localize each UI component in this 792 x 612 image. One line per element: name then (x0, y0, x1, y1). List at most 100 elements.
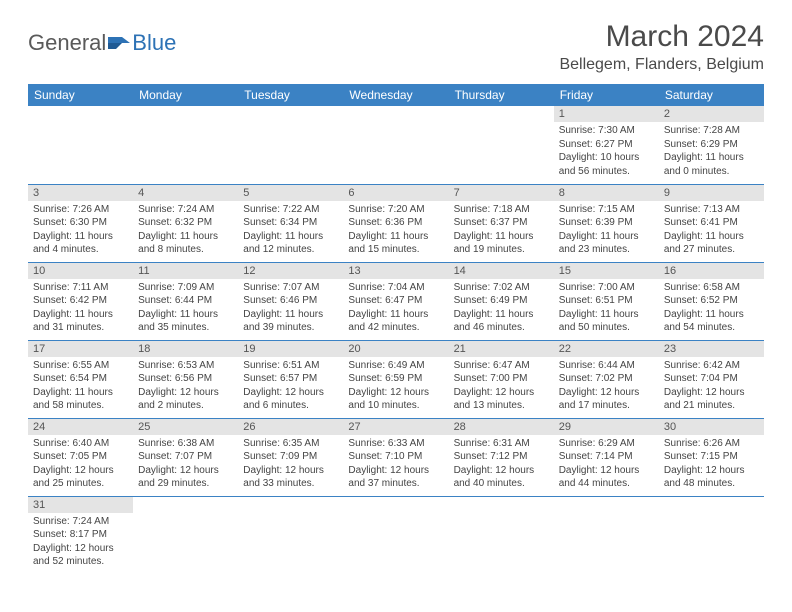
day-number: 20 (343, 341, 448, 357)
day-number: 23 (659, 341, 764, 357)
calendar-cell (659, 496, 764, 574)
day-number: 7 (449, 185, 554, 201)
weekday-wednesday: Wednesday (343, 84, 448, 106)
day-details: Sunrise: 6:38 AMSunset: 7:07 PMDaylight:… (133, 435, 238, 495)
calendar-cell (343, 496, 448, 574)
day-number: 27 (343, 419, 448, 435)
day-details: Sunrise: 6:35 AMSunset: 7:09 PMDaylight:… (238, 435, 343, 495)
day-details: Sunrise: 7:00 AMSunset: 6:51 PMDaylight:… (554, 279, 659, 339)
calendar-cell: 18Sunrise: 6:53 AMSunset: 6:56 PMDayligh… (133, 340, 238, 418)
day-number: 16 (659, 263, 764, 279)
calendar-cell: 26Sunrise: 6:35 AMSunset: 7:09 PMDayligh… (238, 418, 343, 496)
calendar-cell: 10Sunrise: 7:11 AMSunset: 6:42 PMDayligh… (28, 262, 133, 340)
day-details: Sunrise: 7:02 AMSunset: 6:49 PMDaylight:… (449, 279, 554, 339)
calendar-cell: 7Sunrise: 7:18 AMSunset: 6:37 PMDaylight… (449, 184, 554, 262)
weekday-saturday: Saturday (659, 84, 764, 106)
day-number: 30 (659, 419, 764, 435)
weekday-thursday: Thursday (449, 84, 554, 106)
day-number: 25 (133, 419, 238, 435)
day-number: 10 (28, 263, 133, 279)
day-number: 13 (343, 263, 448, 279)
calendar-cell: 15Sunrise: 7:00 AMSunset: 6:51 PMDayligh… (554, 262, 659, 340)
calendar-row: 17Sunrise: 6:55 AMSunset: 6:54 PMDayligh… (28, 340, 764, 418)
calendar-cell (449, 106, 554, 184)
day-details: Sunrise: 7:18 AMSunset: 6:37 PMDaylight:… (449, 201, 554, 261)
calendar-cell: 19Sunrise: 6:51 AMSunset: 6:57 PMDayligh… (238, 340, 343, 418)
day-number: 6 (343, 185, 448, 201)
logo: General Blue (28, 20, 176, 56)
day-number: 14 (449, 263, 554, 279)
day-details: Sunrise: 7:09 AMSunset: 6:44 PMDaylight:… (133, 279, 238, 339)
day-number: 19 (238, 341, 343, 357)
day-details: Sunrise: 7:15 AMSunset: 6:39 PMDaylight:… (554, 201, 659, 261)
location-label: Bellegem, Flanders, Belgium (559, 56, 764, 74)
day-number: 29 (554, 419, 659, 435)
calendar-cell (238, 496, 343, 574)
calendar-cell (133, 106, 238, 184)
day-details: Sunrise: 7:24 AMSunset: 8:17 PMDaylight:… (28, 513, 133, 573)
title-block: March 2024 Bellegem, Flanders, Belgium (559, 20, 764, 74)
calendar-cell (133, 496, 238, 574)
calendar-cell: 25Sunrise: 6:38 AMSunset: 7:07 PMDayligh… (133, 418, 238, 496)
calendar-row: 3Sunrise: 7:26 AMSunset: 6:30 PMDaylight… (28, 184, 764, 262)
header: General Blue March 2024 Bellegem, Flande… (28, 20, 764, 74)
day-details: Sunrise: 7:20 AMSunset: 6:36 PMDaylight:… (343, 201, 448, 261)
calendar-cell (28, 106, 133, 184)
day-number: 11 (133, 263, 238, 279)
logo-flag-icon (108, 35, 130, 51)
day-details: Sunrise: 7:13 AMSunset: 6:41 PMDaylight:… (659, 201, 764, 261)
day-number: 31 (28, 497, 133, 513)
weekday-monday: Monday (133, 84, 238, 106)
calendar-cell: 11Sunrise: 7:09 AMSunset: 6:44 PMDayligh… (133, 262, 238, 340)
logo-text-general: General (28, 30, 106, 56)
calendar-cell: 16Sunrise: 6:58 AMSunset: 6:52 PMDayligh… (659, 262, 764, 340)
day-details: Sunrise: 6:42 AMSunset: 7:04 PMDaylight:… (659, 357, 764, 417)
day-number: 12 (238, 263, 343, 279)
calendar-cell: 17Sunrise: 6:55 AMSunset: 6:54 PMDayligh… (28, 340, 133, 418)
calendar-cell: 2Sunrise: 7:28 AMSunset: 6:29 PMDaylight… (659, 106, 764, 184)
calendar-table: Sunday Monday Tuesday Wednesday Thursday… (28, 84, 764, 574)
day-number: 8 (554, 185, 659, 201)
calendar-cell: 27Sunrise: 6:33 AMSunset: 7:10 PMDayligh… (343, 418, 448, 496)
day-number: 15 (554, 263, 659, 279)
calendar-cell: 13Sunrise: 7:04 AMSunset: 6:47 PMDayligh… (343, 262, 448, 340)
day-number: 26 (238, 419, 343, 435)
calendar-cell: 14Sunrise: 7:02 AMSunset: 6:49 PMDayligh… (449, 262, 554, 340)
month-title: March 2024 (559, 20, 764, 54)
day-details: Sunrise: 7:30 AMSunset: 6:27 PMDaylight:… (554, 122, 659, 182)
weekday-header-row: Sunday Monday Tuesday Wednesday Thursday… (28, 84, 764, 106)
day-number: 1 (554, 106, 659, 122)
calendar-cell: 24Sunrise: 6:40 AMSunset: 7:05 PMDayligh… (28, 418, 133, 496)
calendar-cell: 30Sunrise: 6:26 AMSunset: 7:15 PMDayligh… (659, 418, 764, 496)
day-details: Sunrise: 6:55 AMSunset: 6:54 PMDaylight:… (28, 357, 133, 417)
logo-text-blue: Blue (132, 30, 176, 56)
calendar-row: 24Sunrise: 6:40 AMSunset: 7:05 PMDayligh… (28, 418, 764, 496)
day-details: Sunrise: 6:26 AMSunset: 7:15 PMDaylight:… (659, 435, 764, 495)
day-number: 5 (238, 185, 343, 201)
calendar-cell (343, 106, 448, 184)
calendar-cell: 31Sunrise: 7:24 AMSunset: 8:17 PMDayligh… (28, 496, 133, 574)
calendar-cell: 6Sunrise: 7:20 AMSunset: 6:36 PMDaylight… (343, 184, 448, 262)
day-details: Sunrise: 6:53 AMSunset: 6:56 PMDaylight:… (133, 357, 238, 417)
day-details: Sunrise: 6:31 AMSunset: 7:12 PMDaylight:… (449, 435, 554, 495)
calendar-cell: 3Sunrise: 7:26 AMSunset: 6:30 PMDaylight… (28, 184, 133, 262)
day-number: 9 (659, 185, 764, 201)
day-details: Sunrise: 6:47 AMSunset: 7:00 PMDaylight:… (449, 357, 554, 417)
day-number: 3 (28, 185, 133, 201)
day-details: Sunrise: 6:29 AMSunset: 7:14 PMDaylight:… (554, 435, 659, 495)
calendar-cell: 22Sunrise: 6:44 AMSunset: 7:02 PMDayligh… (554, 340, 659, 418)
day-details: Sunrise: 7:22 AMSunset: 6:34 PMDaylight:… (238, 201, 343, 261)
calendar-cell: 20Sunrise: 6:49 AMSunset: 6:59 PMDayligh… (343, 340, 448, 418)
weekday-friday: Friday (554, 84, 659, 106)
day-details: Sunrise: 7:11 AMSunset: 6:42 PMDaylight:… (28, 279, 133, 339)
day-details: Sunrise: 6:58 AMSunset: 6:52 PMDaylight:… (659, 279, 764, 339)
calendar-cell: 23Sunrise: 6:42 AMSunset: 7:04 PMDayligh… (659, 340, 764, 418)
calendar-cell (554, 496, 659, 574)
weekday-tuesday: Tuesday (238, 84, 343, 106)
calendar-cell: 8Sunrise: 7:15 AMSunset: 6:39 PMDaylight… (554, 184, 659, 262)
day-details: Sunrise: 7:28 AMSunset: 6:29 PMDaylight:… (659, 122, 764, 182)
calendar-row: 1Sunrise: 7:30 AMSunset: 6:27 PMDaylight… (28, 106, 764, 184)
calendar-cell: 9Sunrise: 7:13 AMSunset: 6:41 PMDaylight… (659, 184, 764, 262)
calendar-cell: 5Sunrise: 7:22 AMSunset: 6:34 PMDaylight… (238, 184, 343, 262)
day-details: Sunrise: 6:49 AMSunset: 6:59 PMDaylight:… (343, 357, 448, 417)
